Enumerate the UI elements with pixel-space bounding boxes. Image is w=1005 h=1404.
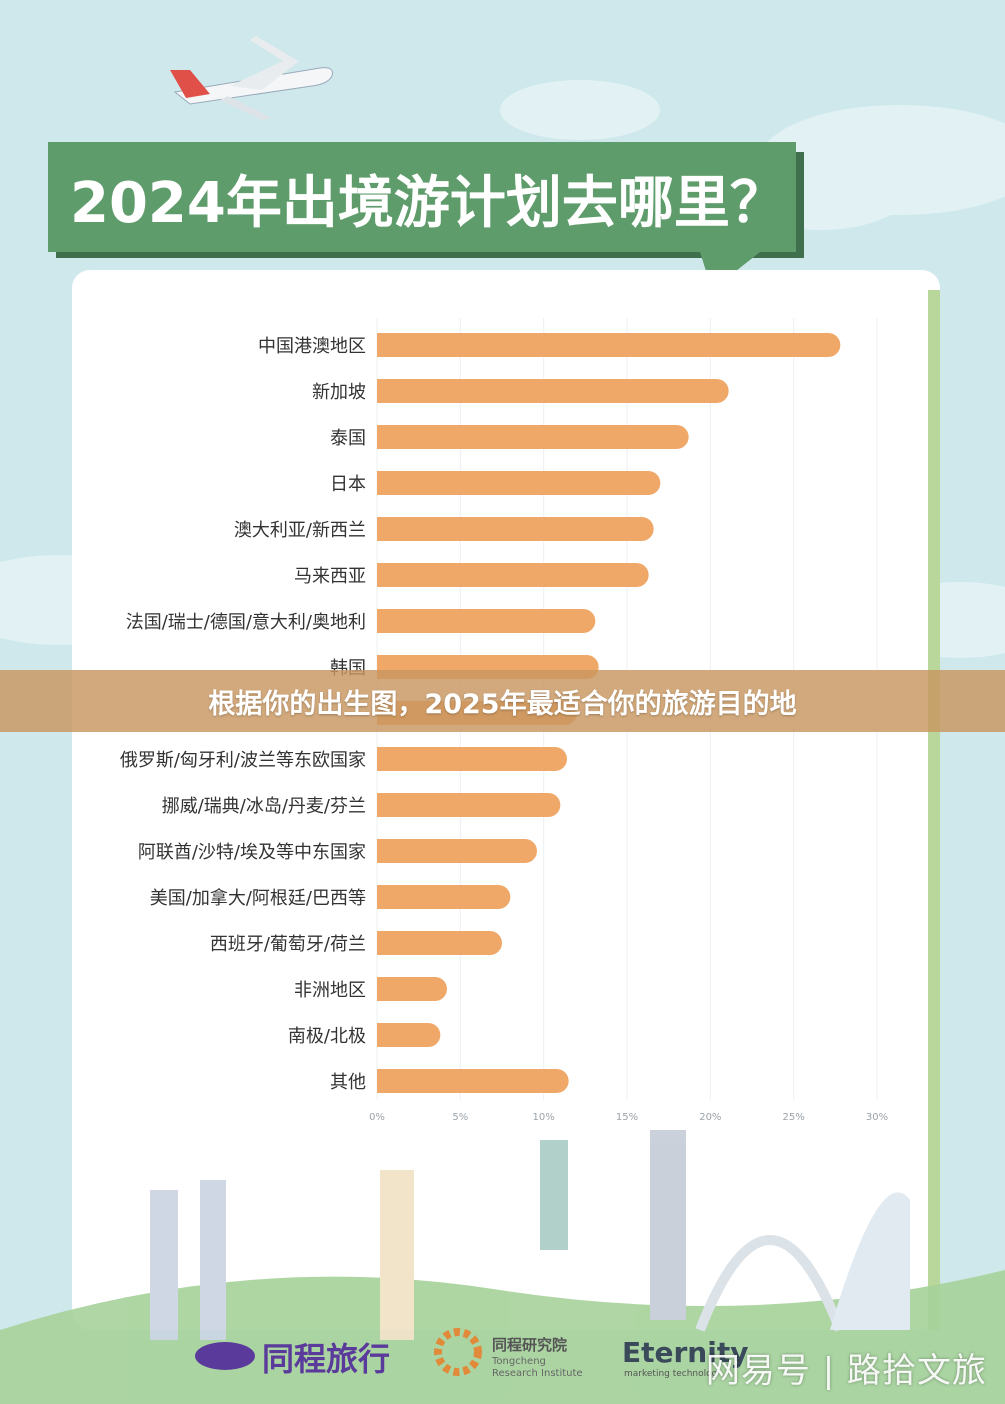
airplane-icon	[170, 36, 333, 120]
x-tick-label: 25%	[783, 1112, 805, 1123]
bar	[377, 747, 567, 771]
page-title: 2024年出境游计划去哪里？	[70, 171, 786, 236]
category-label: 非洲地区	[294, 980, 366, 1001]
bar-start	[377, 793, 401, 817]
bar-start	[377, 517, 401, 541]
institute-logo-icon	[434, 1328, 482, 1376]
bar	[377, 885, 511, 909]
institute-en1: Tongcheng	[491, 1356, 546, 1367]
bar	[377, 517, 654, 541]
bar	[377, 563, 649, 587]
bar-start	[377, 1023, 401, 1047]
logos-strip: 同程旅行 同程研究院 Tongcheng Research Institute …	[195, 1328, 748, 1379]
title-box	[48, 142, 796, 252]
x-tick-label: 20%	[699, 1112, 721, 1123]
bar-start	[377, 1069, 401, 1093]
overlay-banner: 根据你的出生图，2025年最适合你的旅游目的地	[0, 670, 1005, 732]
banner-text: 根据你的出生图，2025年最适合你的旅游目的地	[208, 688, 797, 720]
bar-start	[377, 747, 401, 771]
category-label: 法国/瑞士/德国/意大利/奥地利	[126, 612, 366, 633]
bar	[377, 471, 661, 495]
bar	[377, 793, 561, 817]
bar-start	[377, 379, 401, 403]
chart-panel-border	[928, 290, 940, 1330]
category-label: 美国/加拿大/阿根廷/巴西等	[150, 887, 366, 909]
tongcheng-logo-text: 同程旅行	[262, 1340, 390, 1378]
bar-start	[377, 977, 401, 1001]
bar-start	[377, 609, 401, 633]
bar-start	[377, 471, 401, 495]
skyline-decoration	[0, 1130, 1005, 1404]
bar	[377, 931, 502, 955]
watermark-text: 网易号 | 路拾文旅	[705, 1351, 987, 1391]
bar-start	[377, 333, 401, 357]
category-label: 南极/北极	[288, 1026, 366, 1047]
bar-start	[377, 885, 401, 909]
x-tick-label: 0%	[369, 1112, 385, 1123]
institute-name: 同程研究院	[492, 1336, 567, 1354]
bar	[377, 609, 596, 633]
x-tick-label: 10%	[533, 1112, 555, 1123]
bar	[377, 839, 537, 863]
x-tick-label: 5%	[452, 1112, 468, 1123]
category-label: 日本	[330, 474, 366, 495]
category-label: 阿联酋/沙特/埃及等中东国家	[138, 842, 366, 863]
category-label: 中国港澳地区	[258, 336, 366, 357]
bar-start	[377, 931, 401, 955]
category-label: 其他	[330, 1072, 366, 1093]
eternity-sub-text: marketing technolog	[624, 1369, 717, 1379]
bar-start	[377, 839, 401, 863]
category-label: 西班牙/葡萄牙/荷兰	[210, 934, 366, 955]
category-label: 澳大利亚/新西兰	[234, 520, 366, 541]
bar	[377, 333, 841, 357]
bar	[377, 379, 729, 403]
category-label: 新加坡	[312, 382, 366, 403]
bar-start	[377, 425, 401, 449]
x-tick-label: 15%	[616, 1112, 638, 1123]
bar	[377, 1069, 569, 1093]
tongcheng-logo-icon	[195, 1342, 255, 1370]
category-label: 马来西亚	[294, 566, 366, 587]
category-label: 俄罗斯/匈牙利/波兰等东欧国家	[120, 750, 366, 771]
x-tick-label: 30%	[866, 1112, 888, 1123]
category-label: 泰国	[330, 428, 366, 449]
bar	[377, 425, 689, 449]
category-label: 挪威/瑞典/冰岛/丹麦/芬兰	[162, 796, 366, 817]
bar-chart: 0% 5% 10% 15% 20% 25% 30% 中国港澳地区新加坡泰国日本澳大利亚/新西兰…	[120, 318, 888, 1123]
bar-start	[377, 563, 401, 587]
eternity-logo-text: Eternity	[622, 1336, 748, 1369]
institute-en2: Research Institute	[492, 1368, 583, 1379]
